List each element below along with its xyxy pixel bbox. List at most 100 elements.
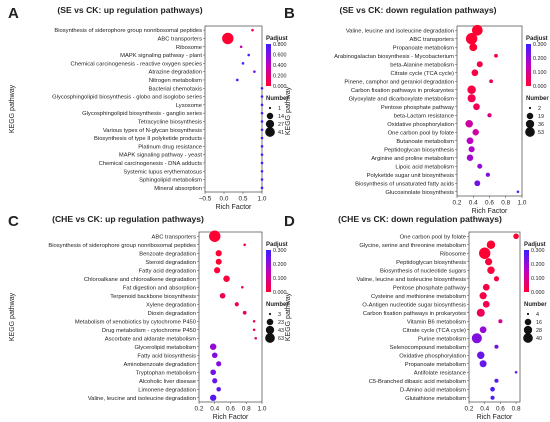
data-point: [247, 53, 250, 57]
number-legend-dot: [268, 106, 272, 110]
number-legend-label: 36: [538, 122, 544, 128]
data-point: [487, 113, 492, 118]
x-axis-title: Rich Factor: [472, 208, 508, 215]
panel-letter: A: [8, 5, 19, 22]
data-point: [466, 137, 474, 145]
data-point: [465, 33, 478, 45]
category-label: Carbon fixation pathways in prokaryotes: [351, 88, 454, 94]
category-label: Purine metabolism: [418, 336, 466, 342]
category-label: Chemical carcinogenesis - reactive oxyge…: [71, 61, 203, 67]
number-legend-dot: [266, 318, 274, 326]
panel-c: C (CHE vs CK: up regulation pathways) ABC …: [8, 213, 289, 421]
colorbar-tick-label: 0.000: [533, 84, 547, 90]
data-point: [222, 32, 234, 45]
category-label: Lipoic acid metabolism: [395, 164, 454, 170]
x-tick-label: 1.0: [258, 406, 267, 413]
number-legend-dot: [265, 333, 275, 343]
data-point: [252, 319, 256, 323]
x-tick-label: 0.0: [220, 196, 229, 203]
data-point: [260, 95, 264, 98]
data-point: [474, 180, 481, 187]
category-label: Metabolism of xenobiotics by cytochrome …: [75, 319, 196, 325]
category-label: Valine, leucine and isoleucine degradati…: [88, 396, 196, 402]
padjust-legend-title: Padjust: [526, 36, 548, 42]
data-point: [260, 145, 264, 148]
category-label: Propanoate metabolism: [405, 362, 466, 368]
data-point: [216, 361, 222, 367]
data-point: [479, 326, 487, 334]
colorbar-tick-label: 0.200: [273, 74, 287, 80]
number-legend-label: 4: [536, 312, 539, 318]
number-legend-label: 28: [536, 328, 542, 334]
number-legend-label: 41: [278, 130, 284, 136]
category-label: Propanoate metabolism: [393, 45, 454, 51]
data-point: [253, 70, 256, 73]
panel-letter: B: [284, 5, 295, 22]
category-label: Pinene, camphor and geraniol degradation: [344, 79, 454, 85]
colorbar-tick-label: 0.800: [273, 42, 287, 48]
x-tick-label: 0.2: [465, 406, 474, 413]
colorbar-tick-label: 0.600: [273, 53, 287, 59]
data-point: [467, 85, 476, 95]
plot-frame: [468, 231, 521, 403]
colorbar-tick-label: 0.000: [531, 290, 545, 296]
data-point: [223, 275, 230, 283]
panel-title: (CHE vs CK: down regulation pathways): [338, 214, 502, 224]
data-point: [466, 154, 474, 161]
category-label: Glyoxylate and dicarboxylate metabolism: [349, 96, 455, 102]
colorbar-tick-label: 0.200: [531, 262, 545, 268]
data-point: [477, 351, 485, 359]
category-label: Glycosphingolipid biosynthesis - globo a…: [52, 95, 202, 101]
data-point: [219, 292, 226, 299]
category-label: Arabinogalactan biosynthesis - Mycobacte…: [334, 54, 454, 60]
number-legend-dot: [523, 333, 533, 343]
data-point: [479, 292, 487, 300]
category-label: Oxidative phosphorylation: [387, 122, 454, 128]
data-point: [476, 61, 483, 68]
number-legend-dot: [523, 325, 533, 335]
category-label: beta-Lactam resistance: [394, 113, 454, 119]
category-label: Vitamin B6 metabolism: [407, 319, 466, 325]
category-label: Chemical carcinogenesis - DNA adducts: [99, 161, 203, 167]
x-tick-label: 1.0: [258, 196, 267, 203]
data-point: [494, 344, 499, 349]
panel-b: B (SE vs CK: down regulation pathways) Val…: [284, 5, 549, 215]
category-label: Bacterial chemotaxis: [149, 86, 203, 92]
colorbar-tick-label: 0.200: [533, 56, 547, 62]
data-point: [260, 186, 264, 190]
panel-letter: D: [284, 213, 295, 230]
category-label: Biosynthesis of type II polyketide produ…: [94, 136, 202, 142]
data-point: [241, 62, 245, 65]
number-legend-title: Number: [526, 96, 549, 102]
category-label: Platinum drug resistance: [138, 144, 202, 150]
data-point: [236, 78, 239, 82]
data-point: [473, 103, 480, 111]
data-point: [254, 336, 257, 340]
category-label: Fatty acid biosynthesis: [137, 353, 196, 359]
category-label: Oxidative phosphorylation: [399, 353, 466, 359]
x-tick-label: 0.6: [226, 406, 235, 413]
x-tick-label: 0.4: [469, 200, 478, 207]
colorbar-tick-label: 0.200: [273, 262, 287, 268]
data-point: [471, 69, 479, 77]
category-label: Mineral absorption: [154, 186, 202, 192]
data-point: [215, 250, 222, 257]
number-legend-label: 27: [278, 122, 284, 128]
category-label: Polyketide sugar unit biosynthesis: [367, 173, 454, 179]
data-point: [484, 258, 493, 266]
category-label: Biosynthesis of siderophore group nonrib…: [54, 28, 202, 34]
data-point: [485, 172, 491, 177]
number-legend-label: 14: [278, 114, 284, 120]
category-label: Peptidoglycan biosynthesis: [396, 260, 466, 266]
category-label: Pentose phosphate pathway: [381, 105, 454, 111]
number-legend-label: 63: [278, 336, 284, 342]
padjust-colorbar: [524, 250, 529, 292]
x-tick-label: 0.6: [485, 200, 494, 207]
category-label: Ribosome: [440, 251, 466, 257]
category-label: Tetracycline biosynthesis: [138, 119, 202, 125]
data-point: [494, 378, 499, 383]
category-label: Systemic lupus erythematosus: [123, 169, 202, 175]
number-legend-title: Number: [266, 96, 289, 102]
data-point: [260, 103, 264, 107]
